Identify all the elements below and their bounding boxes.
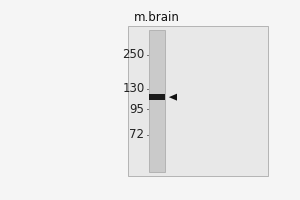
Text: 72: 72: [130, 128, 145, 141]
Polygon shape: [169, 94, 177, 101]
Text: m.brain: m.brain: [134, 11, 180, 24]
Text: 250: 250: [122, 48, 145, 61]
Text: 95: 95: [130, 103, 145, 116]
Bar: [149, 30, 165, 172]
Bar: [128, 26, 268, 176]
Text: 130: 130: [122, 82, 145, 95]
Bar: [149, 94, 165, 100]
